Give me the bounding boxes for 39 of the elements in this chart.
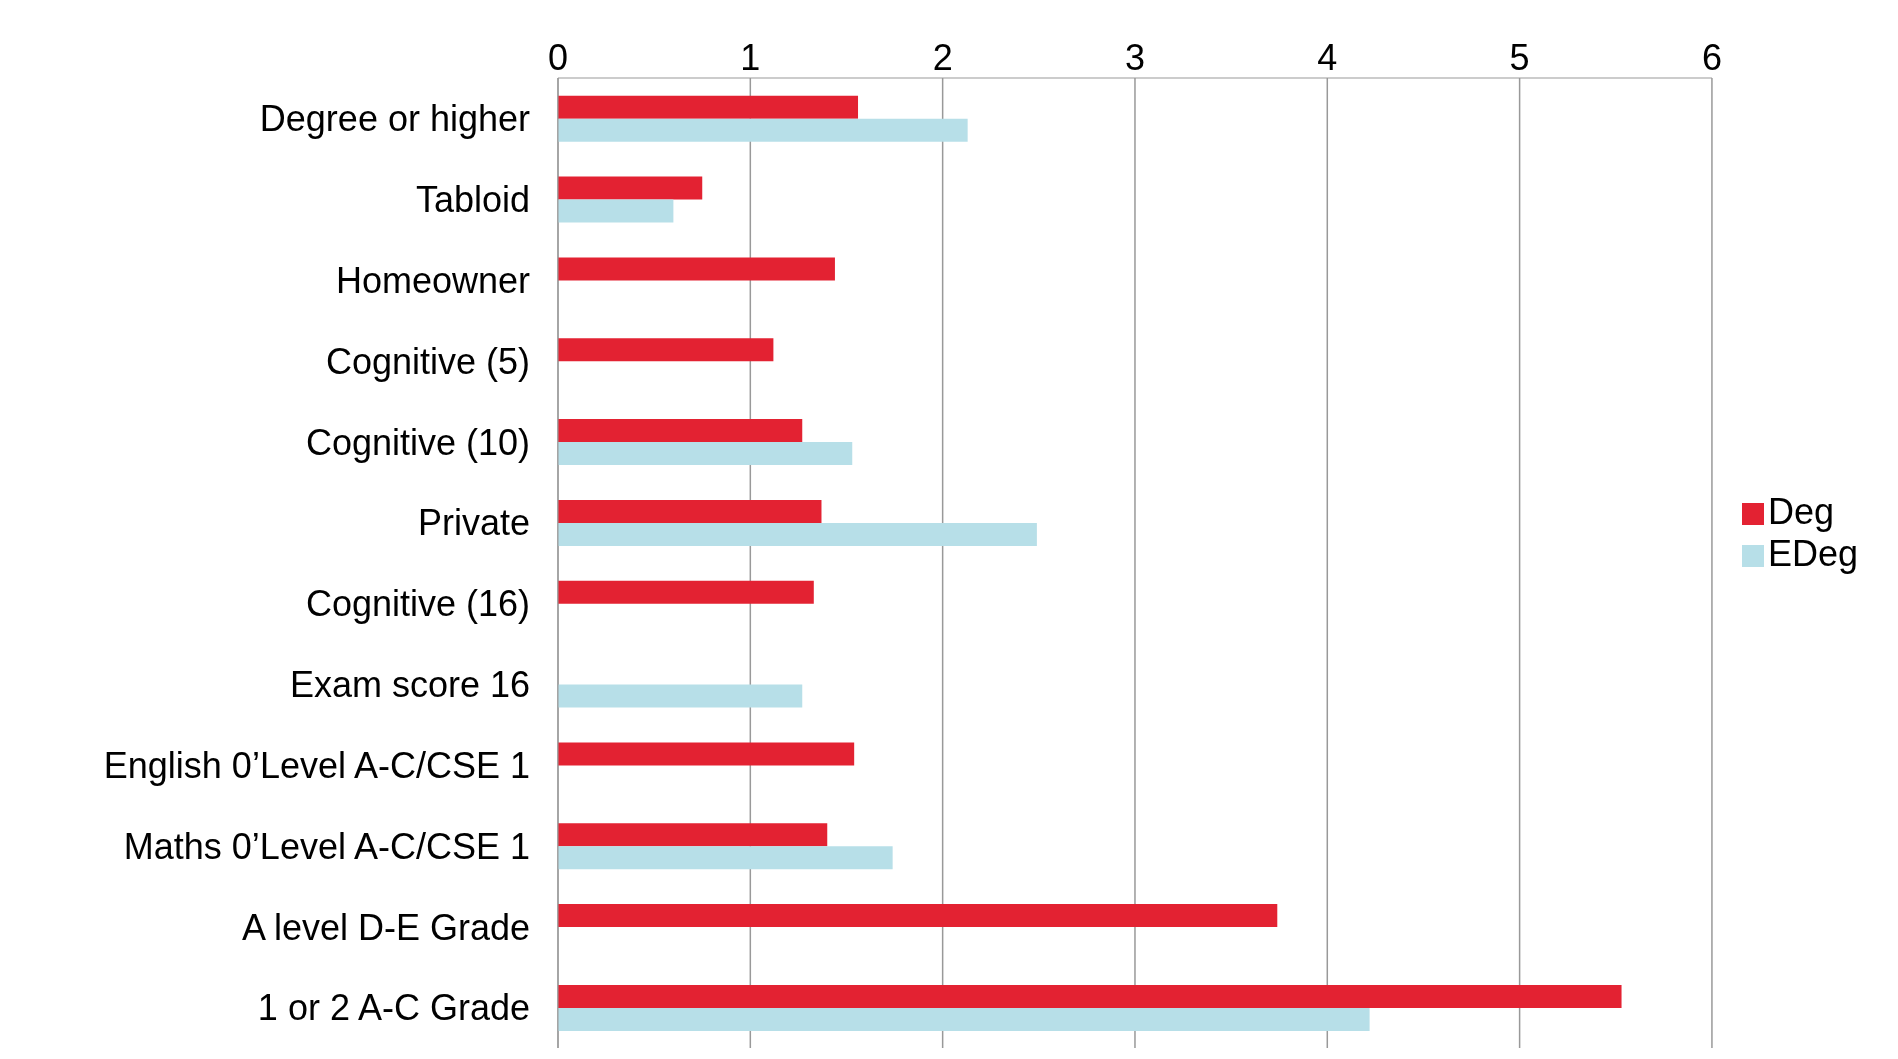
bar xyxy=(558,742,855,766)
legend-label: Deg xyxy=(1767,491,1834,532)
y-tick-label: Maths 0’Level A-C/CSE 1 xyxy=(123,825,530,867)
x-tick-label: 1 xyxy=(740,37,761,78)
x-tick-label: 3 xyxy=(1124,37,1145,78)
y-tick-label: Cognitive (16) xyxy=(305,583,530,625)
bar xyxy=(558,904,1278,928)
x-tick-label: 0 xyxy=(547,37,569,78)
bar xyxy=(558,442,853,466)
bar xyxy=(558,499,822,523)
legend-label: EDeg xyxy=(1767,533,1858,574)
bar xyxy=(558,257,835,281)
x-tick-label: 6 xyxy=(1701,37,1722,78)
bar xyxy=(558,419,803,443)
y-tick-label: Tabloid xyxy=(415,179,530,221)
bar xyxy=(558,95,859,119)
y-tick-label: Cognitive (10) xyxy=(305,421,530,463)
y-tick-label: Exam score 16 xyxy=(289,664,530,706)
bar xyxy=(558,199,674,223)
bar xyxy=(558,984,1622,1008)
bar xyxy=(558,684,803,708)
bar xyxy=(558,846,893,870)
y-tick-label: Cognitive (5) xyxy=(325,340,530,382)
bar xyxy=(558,580,814,604)
y-tick-label: English 0’Level A-C/CSE 1 xyxy=(103,744,530,786)
x-tick-label: 4 xyxy=(1317,37,1338,78)
y-tick-label: 1 or 2 A-C Grade xyxy=(257,987,530,1029)
y-tick-label: Homeowner xyxy=(335,259,530,301)
y-tick-label: Private xyxy=(417,502,530,544)
x-tick-label: 5 xyxy=(1509,37,1530,78)
y-tick-label: Degree or higher xyxy=(259,98,530,140)
bar xyxy=(558,1007,1370,1031)
x-tick-label: 2 xyxy=(932,37,953,78)
bar xyxy=(558,522,1037,546)
bar xyxy=(558,823,828,847)
bar xyxy=(558,118,968,142)
y-tick-label: A level D-E Grade xyxy=(241,906,530,948)
bar xyxy=(558,176,703,200)
bar xyxy=(558,338,774,362)
